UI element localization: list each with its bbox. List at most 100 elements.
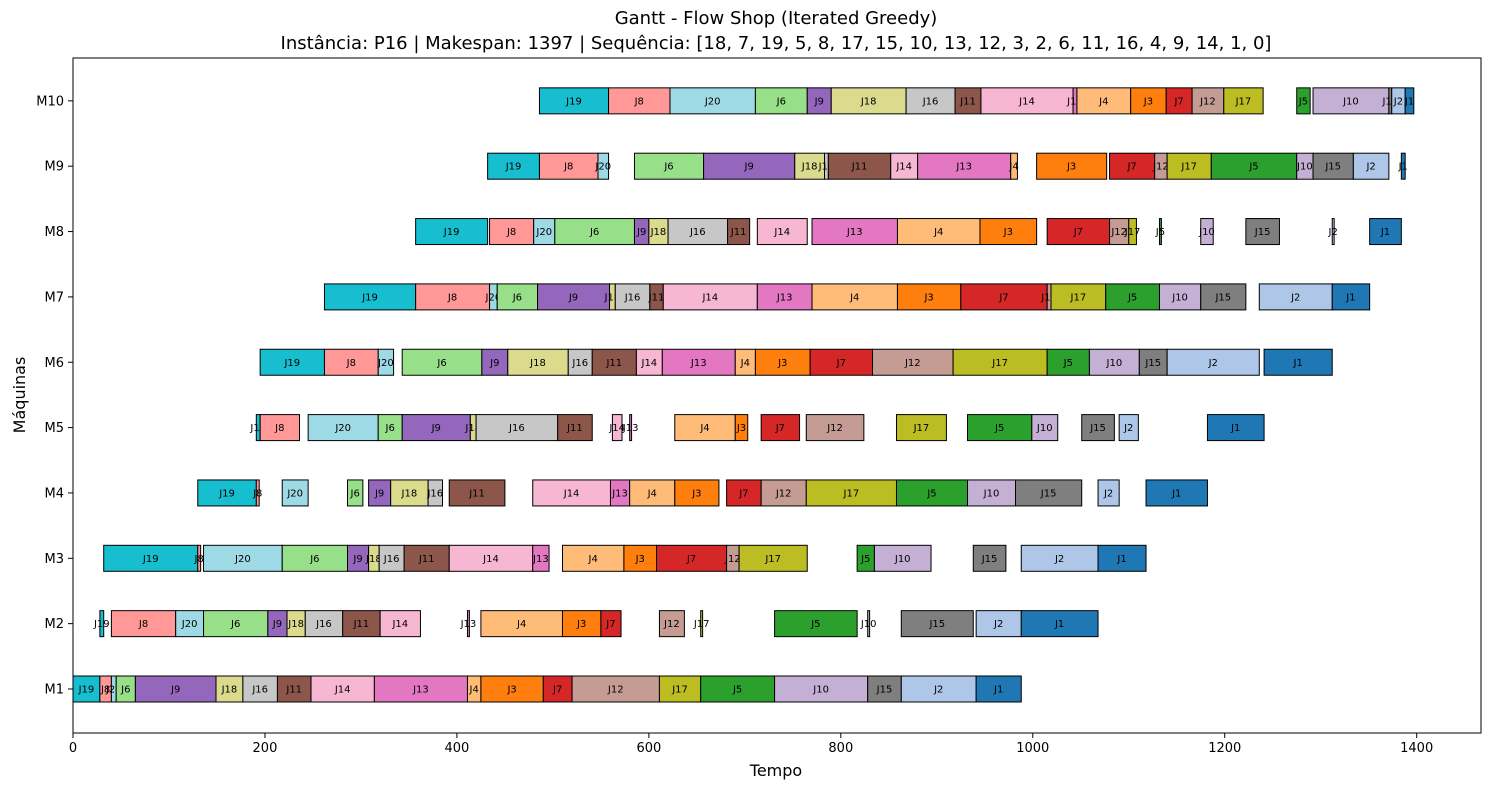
task-bar-m4-j8 (255, 479, 260, 507)
task-label-m1-j1: J1 (993, 685, 1003, 696)
task-label-m4-j10: J10 (983, 488, 1000, 499)
task-bar-m6-j8 (323, 348, 379, 376)
task-bar-m10-j16 (905, 87, 956, 115)
task-label-m3-j15: J15 (981, 554, 998, 565)
task-label-m8-j9: J9 (636, 227, 646, 238)
task-label-m5-j20: J20 (334, 423, 351, 434)
task-label-m4-j16: J16 (426, 488, 443, 499)
y-tick-label-m9: M9 (45, 160, 65, 175)
task-bar-m4-j1 (1145, 479, 1208, 507)
task-bar-m2-j12 (658, 610, 685, 638)
task-bar-m5-j12 (805, 414, 865, 442)
task-bar-m1-j1 (975, 675, 1022, 703)
task-label-m2-j6: J6 (230, 619, 240, 630)
task-bar-m8-j19 (415, 218, 489, 246)
task-label-m3-j9: J9 (352, 554, 362, 565)
task-bar-m5-j2 (1118, 414, 1139, 442)
task-bar-m6-j2 (1166, 348, 1260, 376)
task-label-m4-j13: J13 (611, 488, 628, 499)
task-bar-m8-j13 (811, 218, 898, 246)
task-label-m10-j6: J6 (776, 96, 786, 107)
task-label-m2-j17: J17 (693, 619, 710, 630)
task-label-m10-j19: J19 (565, 96, 582, 107)
task-bar-m7-j6 (496, 283, 539, 311)
y-tick-label-m1: M1 (45, 683, 65, 698)
task-label-m4-j2: J2 (1103, 488, 1113, 499)
task-label-m9-j17: J17 (1180, 162, 1197, 173)
task-bar-m2-j13 (466, 610, 470, 638)
task-label-m8-j16: J16 (689, 227, 706, 238)
task-bar-m9-j13 (917, 152, 1012, 180)
task-label-m6-j16: J16 (571, 358, 588, 369)
task-bar-m5-j1 (1206, 414, 1265, 442)
task-label-m4-j19: J19 (218, 488, 235, 499)
task-bar-m1-j9 (134, 675, 217, 703)
task-label-m2-j19: J19 (93, 619, 110, 630)
task-bar-m2-j4 (480, 610, 563, 638)
task-label-m8-j5: J5 (1155, 227, 1165, 238)
task-label-m5-j9: J9 (431, 423, 441, 434)
task-bar-m6-j20 (377, 348, 395, 376)
task-bar-m7-j10 (1158, 283, 1202, 311)
task-label-m10-j15: J15 (1381, 96, 1398, 107)
task-label-m6-j11: J11 (605, 358, 622, 369)
task-bar-m9-j14 (890, 152, 919, 180)
task-bar-m4-j2 (1097, 479, 1120, 507)
task-bar-m8-j14 (756, 218, 808, 246)
task-label-m10-j13: J13 (1066, 96, 1083, 107)
x-tick-label: 400 (444, 741, 469, 756)
task-label-m6-j2: J2 (1208, 358, 1218, 369)
task-bar-m3-j19 (103, 544, 199, 572)
task-label-m9-j13: J13 (955, 162, 972, 173)
task-bar-m5-j7 (760, 414, 801, 442)
task-bar-m4-j10 (967, 479, 1017, 507)
task-label-m8-j1: J1 (1380, 227, 1390, 238)
task-label-m9-j7: J7 (1126, 162, 1136, 173)
y-axis: M1 M2 M3 M4 M5 M6 M7 M8 M9 M10 (36, 94, 73, 698)
task-bar-m6-j10 (1088, 348, 1140, 376)
task-label-m10-j20: J20 (704, 96, 721, 107)
task-label-m6-j15: J15 (1144, 358, 1161, 369)
task-label-m3-j20: J20 (234, 554, 251, 565)
task-label-m2-j18: J18 (287, 619, 304, 630)
task-bar-m8-j8 (489, 218, 535, 246)
task-label-m9-j1: J1 (1398, 162, 1408, 173)
task-label-m1-j17: J17 (671, 685, 688, 696)
task-bar-m7-j5 (1105, 283, 1160, 311)
task-label-m6-j10: J10 (1106, 358, 1123, 369)
task-bar-m4-j16 (427, 479, 444, 507)
task-label-m5-j4: J4 (699, 423, 709, 434)
task-label-m9-j6: J6 (663, 162, 673, 173)
task-bar-m1-j2 (900, 675, 977, 703)
task-label-m10-j8: J8 (634, 96, 644, 107)
task-label-m8-j13: J13 (846, 227, 863, 238)
task-label-m9-j16: J16 (818, 162, 835, 173)
task-label-m1-j5: J5 (732, 685, 742, 696)
task-label-m4-j3: J3 (691, 488, 701, 499)
task-label-m4-j9: J9 (374, 488, 384, 499)
task-bar-m10-j4 (1076, 87, 1132, 115)
task-label-m8-j3: J3 (1003, 227, 1013, 238)
task-label-m7-j16: J16 (624, 292, 641, 303)
task-label-m6-j4: J4 (740, 358, 750, 369)
task-label-m7-j10: J10 (1171, 292, 1188, 303)
task-label-m10-j11: J11 (959, 96, 976, 107)
task-bar-m4-j7 (726, 479, 762, 507)
task-label-m5-j7: J7 (775, 423, 785, 434)
task-label-m4-j1: J1 (1171, 488, 1181, 499)
task-label-m7-j13: J13 (776, 292, 793, 303)
task-label-m6-j13: J13 (690, 358, 707, 369)
task-bar-m9-j6 (633, 152, 705, 180)
task-label-m10-j12: J12 (1199, 96, 1216, 107)
plot-frame (72, 57, 1482, 734)
task-bar-m9-j4 (1010, 152, 1018, 180)
y-tick-label-m8: M8 (45, 225, 65, 240)
task-label-m4-j14: J14 (563, 488, 580, 499)
task-label-m3-j17: J17 (764, 554, 781, 565)
task-label-m4-j6: J6 (350, 488, 360, 499)
task-bar-m8-j7 (1046, 218, 1111, 246)
task-bar-m1-j16 (242, 675, 278, 703)
task-label-m6-j6: J6 (436, 358, 446, 369)
task-bar-m8-j3 (979, 218, 1038, 246)
task-bar-m4-j3 (674, 479, 720, 507)
